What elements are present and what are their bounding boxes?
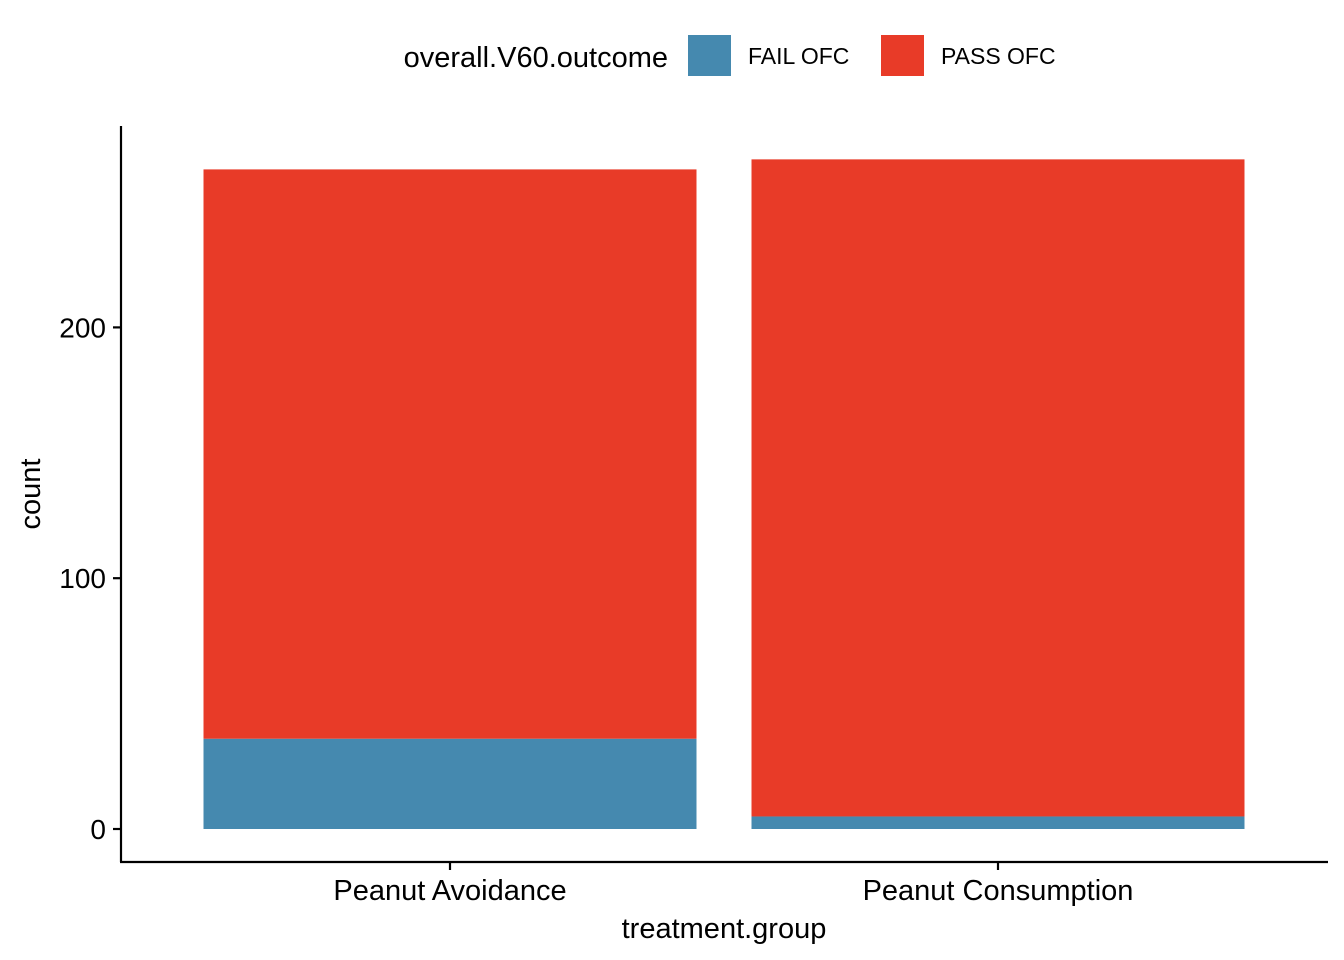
x-axis-label: treatment.group: [622, 913, 827, 945]
legend-key-fail-ofc: [688, 35, 731, 76]
bars: [203, 159, 1245, 829]
bar-fail-ofc-2: [751, 816, 1245, 829]
y-tick-label: 100: [59, 563, 106, 594]
legend-label: PASS OFC: [941, 43, 1056, 69]
y-tick-label: 0: [90, 814, 106, 845]
x-tick-label: Peanut Consumption: [863, 875, 1134, 907]
bar-pass-ofc-2: [751, 159, 1245, 817]
axes: 0 100 200 Peanut Avoidance Peanut Consumpti…: [59, 126, 1328, 907]
legend-key-pass-ofc: [881, 35, 924, 76]
bar-pass-ofc-1: [203, 169, 697, 739]
y-axis-label: count: [15, 459, 47, 530]
x-tick-label: Peanut Avoidance: [333, 875, 566, 907]
legend: overall.V60.outcome FAIL OFC PASS OFC: [404, 35, 1056, 76]
legend-label: FAIL OFC: [748, 43, 849, 69]
legend-title: overall.V60.outcome: [404, 42, 668, 74]
bar-fail-ofc-1: [203, 738, 697, 829]
y-tick-label: 200: [59, 312, 106, 343]
